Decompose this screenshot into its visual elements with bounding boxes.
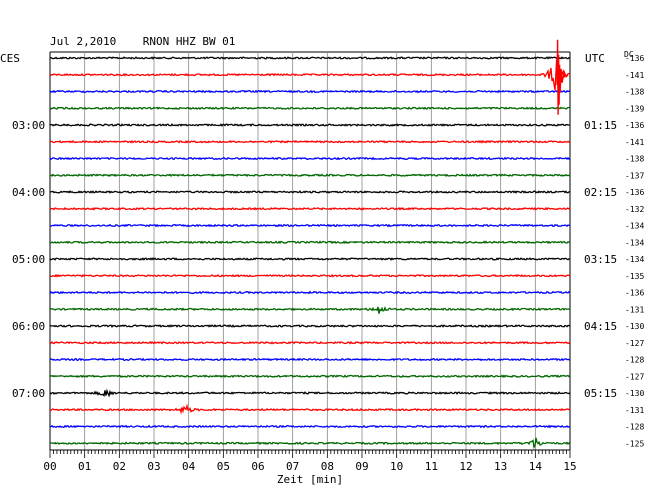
x-tick-label: 07 [286,460,299,473]
left-hour-label: 04:00 [12,186,45,199]
dc-offset-label: -141 [625,71,644,80]
trace-row [50,175,570,177]
dc-offset-label: -125 [625,439,644,448]
dc-offset-label: -136 [625,188,644,197]
left-hour-label: 03:00 [12,119,45,132]
right-hour-label: 01:15 [584,119,617,132]
x-axis-label: Zeit [min] [277,473,343,486]
dc-offset-label: -131 [625,305,644,314]
x-tick-label: 06 [251,460,264,473]
chart-title: Jul 2,2010 RNON HHZ BW 01 [50,35,235,48]
x-tick-label: 05 [217,460,230,473]
x-tick-label: 13 [494,460,507,473]
x-tick-label: 00 [43,460,56,473]
dc-offset-label: -139 [625,104,644,113]
x-tick-label: 15 [563,460,576,473]
dc-offset-label: -138 [625,155,644,164]
x-tick-label: 02 [113,460,126,473]
dc-offset-label: -131 [625,406,644,415]
right-hour-label: 03:15 [584,253,617,266]
right-timezone-label: UTC [585,52,605,65]
dc-offset-label: -128 [625,423,644,432]
dc-offset-label: -141 [625,138,644,147]
dc-offset-label: -128 [625,356,644,365]
dc-offset-label: -134 [625,238,644,247]
dc-offset-label: -134 [625,255,644,264]
left-hour-label: 05:00 [12,253,45,266]
dc-offset-label: -137 [625,171,644,180]
dc-offset-label: -127 [625,372,644,381]
dc-header: DC [624,50,634,59]
dc-offset-label: -138 [625,88,644,97]
x-tick-label: 04 [182,460,196,473]
left-timezone-label: CES [0,52,20,65]
dc-offset-label: -130 [625,389,644,398]
dc-offset-label: -127 [625,339,644,348]
x-tick-label: 08 [321,460,334,473]
dc-offset-label: -135 [625,272,644,281]
dc-offset-label: -136 [625,289,644,298]
right-hour-label: 05:15 [584,387,617,400]
x-tick-label: 14 [529,460,543,473]
x-tick-label: 10 [390,460,403,473]
x-tick-label: 01 [78,460,91,473]
dc-offset-label: -136 [625,121,644,130]
dc-offset-label: -130 [625,322,644,331]
x-tick-label: 12 [459,460,472,473]
x-tick-label: 03 [147,460,160,473]
left-hour-label: 06:00 [12,320,45,333]
left-hour-label: 07:00 [12,387,45,400]
x-tick-label: 09 [355,460,368,473]
right-hour-label: 04:15 [584,320,617,333]
x-tick-label: 11 [425,460,438,473]
dc-offset-label: -132 [625,205,644,214]
dc-offset-label: -134 [625,222,644,231]
right-hour-label: 02:15 [584,186,617,199]
